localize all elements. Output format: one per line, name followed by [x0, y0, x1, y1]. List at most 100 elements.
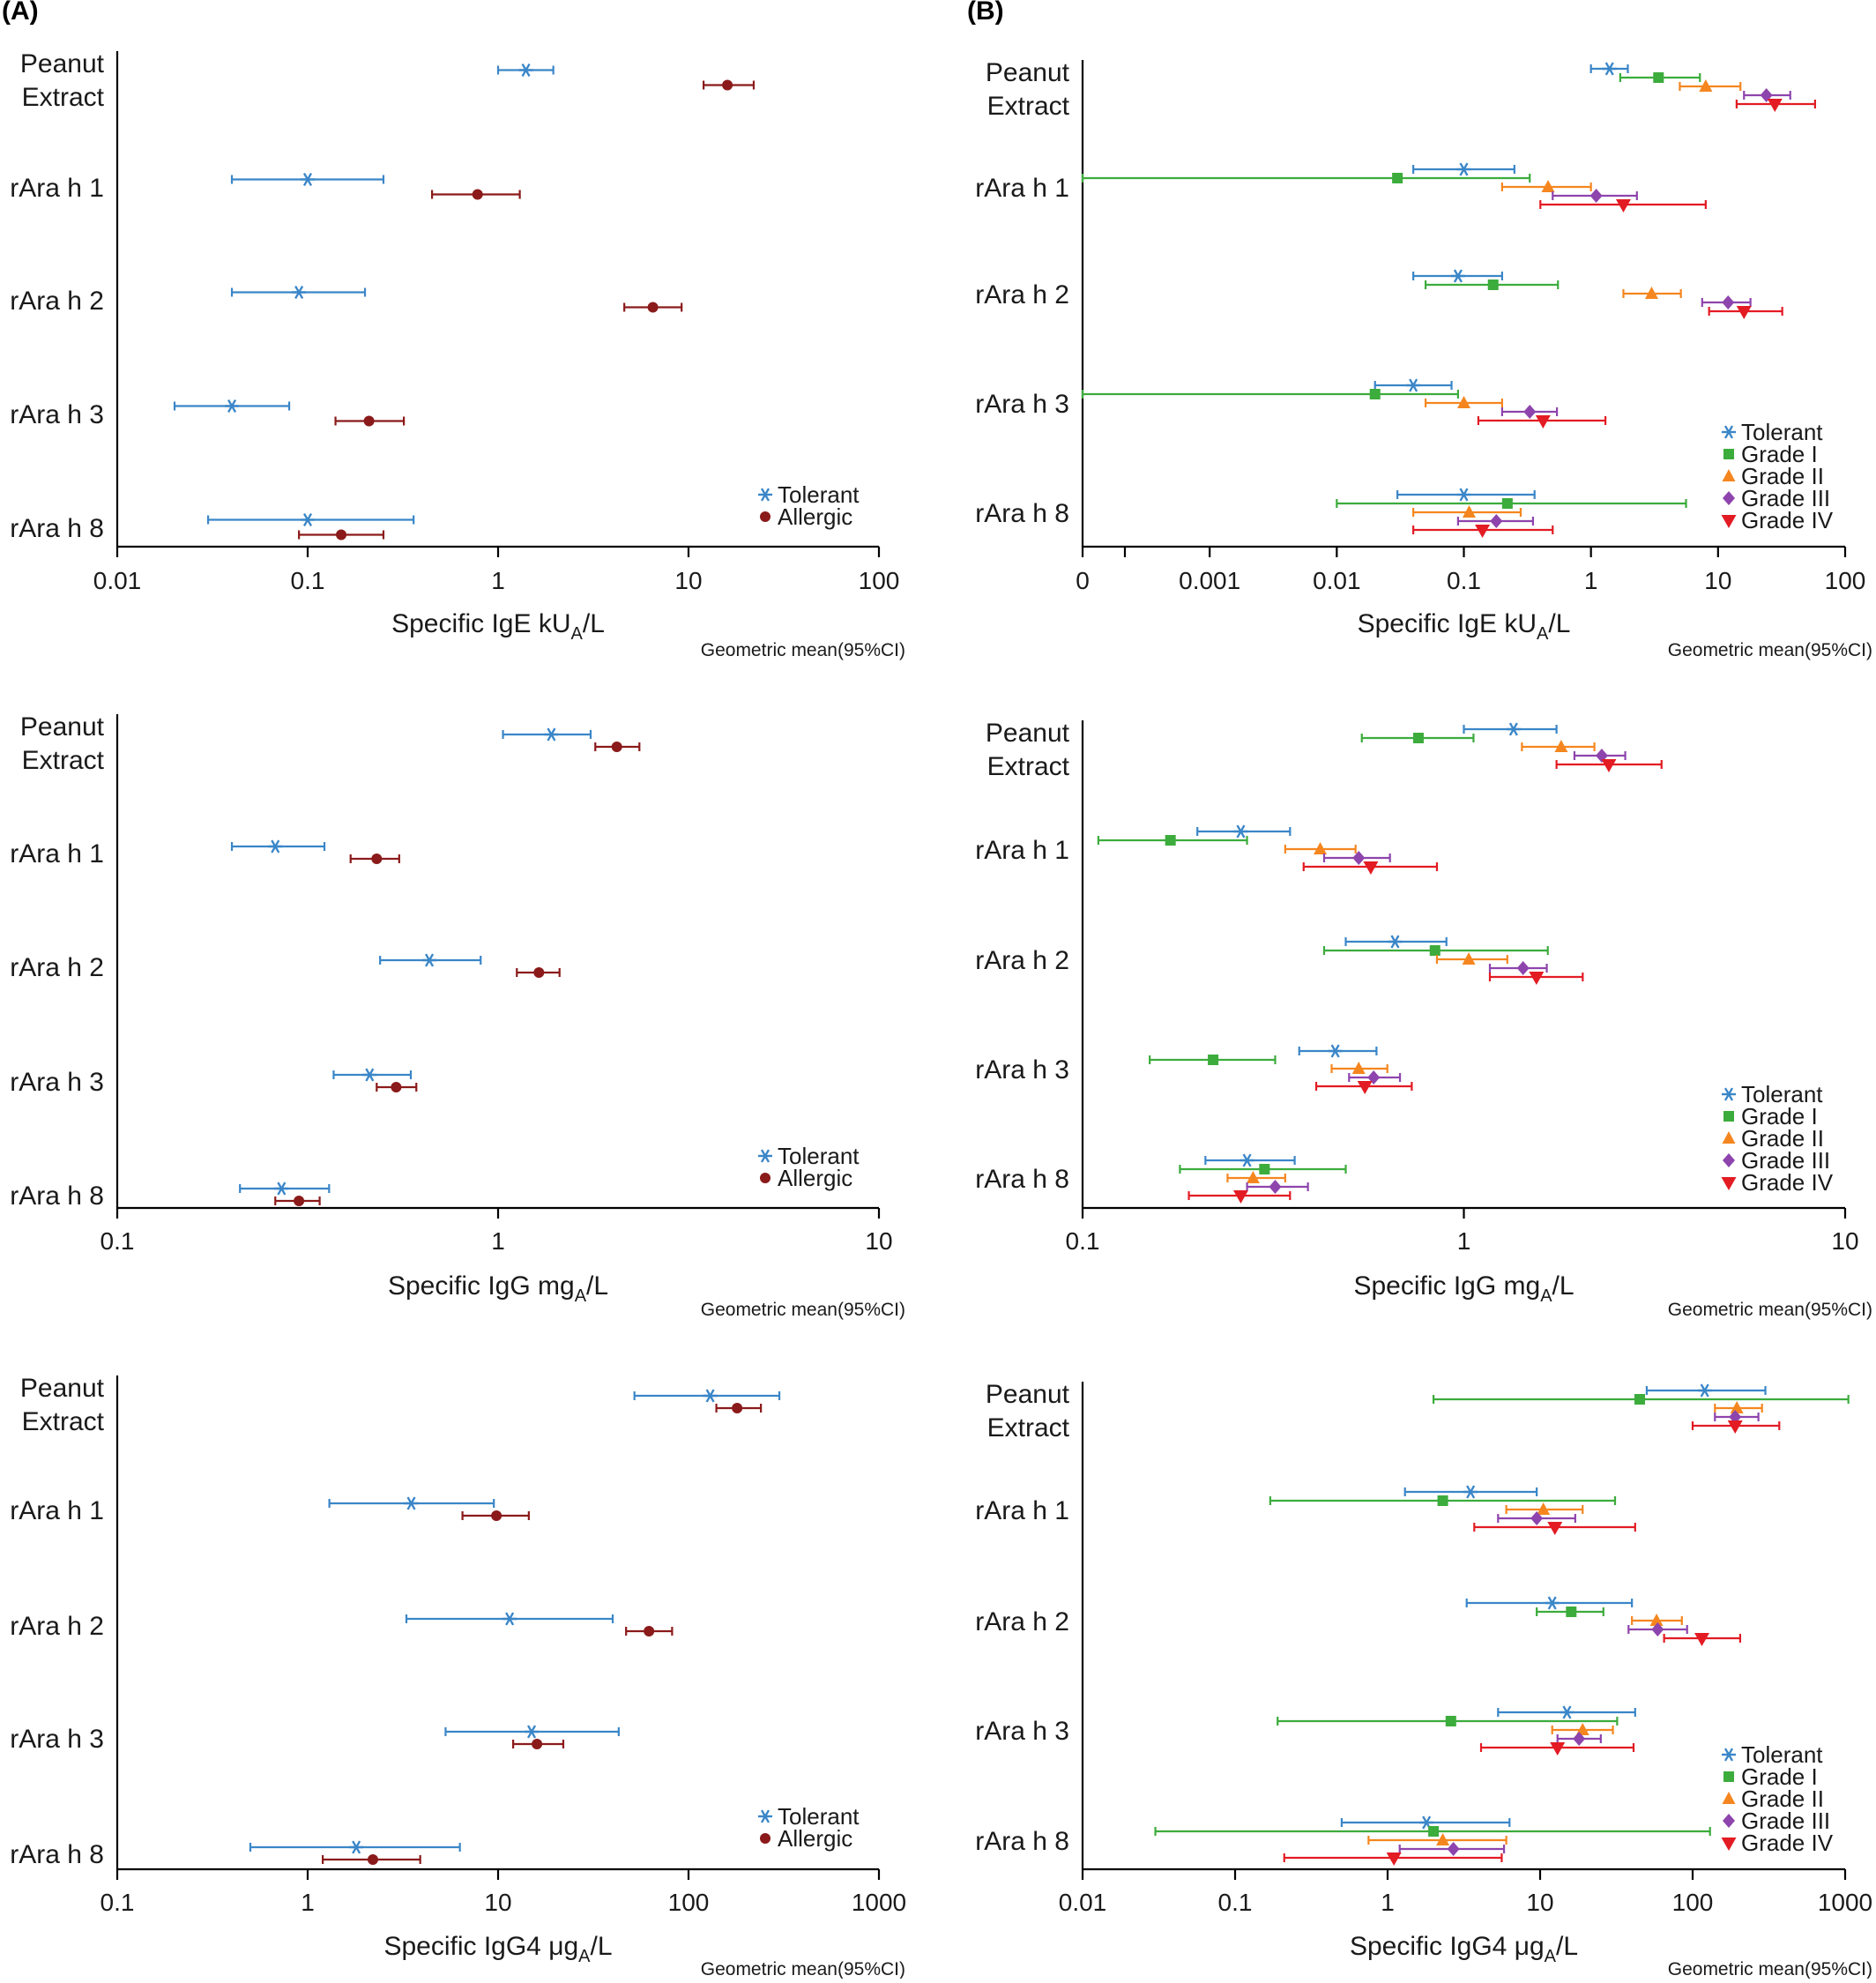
x-tick-label: 0.1	[1447, 567, 1481, 594]
category-label: rAra h 1	[10, 1496, 104, 1525]
data-point	[1436, 1833, 1450, 1845]
x-tick-label: 10	[1526, 1889, 1553, 1916]
data-point	[518, 63, 533, 78]
data-point	[1644, 287, 1658, 299]
data-point	[1388, 935, 1403, 949]
category-label: rAra h 3	[975, 1055, 1069, 1085]
data-point	[1694, 1633, 1710, 1646]
legend-label: Grade III	[1741, 485, 1830, 511]
x-tick-label: 0.1	[100, 1889, 135, 1916]
data-point	[1736, 306, 1752, 319]
data-point	[1351, 1062, 1366, 1074]
x-axis-label: Specific IgG mgA/L	[1353, 1271, 1574, 1306]
x-tick-label: 0.01	[1313, 567, 1361, 594]
axes	[115, 51, 879, 548]
category-label: rAra h 8	[975, 1827, 1069, 1856]
category-label: rAra h 8	[10, 514, 104, 543]
series-grade-iv	[1187, 759, 1663, 1204]
x-tick-label: 0.1	[1066, 1227, 1100, 1255]
series-grade-i	[1097, 733, 1549, 1174]
x-axis-label: Specific IgG mgA/L	[388, 1271, 608, 1306]
x-tick-label: 0.1	[1218, 1889, 1253, 1916]
panel-label-b: (B)	[967, 0, 1004, 26]
data-point	[1653, 72, 1664, 83]
ci-note: Geometric mean(95%CI)	[701, 1959, 905, 1979]
series-grade-i	[1154, 1394, 1850, 1837]
data-point	[1246, 1171, 1260, 1183]
x-tick-label: 1	[1584, 567, 1598, 594]
category-label: Extract	[22, 83, 105, 112]
chart-A-IgE: 0.01 0.1 1 10 100 Specific IgE kUA/L Geometric…	[10, 49, 905, 660]
series-allergic	[322, 1403, 763, 1865]
legend-marker	[1722, 1792, 1736, 1804]
x-tick-label: 100	[859, 567, 900, 594]
data-point	[1601, 759, 1617, 772]
data-point	[703, 1389, 718, 1403]
data-point	[1506, 722, 1521, 736]
category-label: rAra h 1	[10, 174, 104, 203]
legend-label: Grade I	[1741, 1103, 1818, 1129]
category-label: rAra h 2	[10, 953, 104, 982]
axes	[1081, 60, 1845, 557]
data-point	[1328, 1044, 1343, 1058]
series-grade-iv	[1412, 99, 1816, 538]
legend-label: Grade IV	[1741, 1830, 1834, 1856]
category-label: Peanut	[20, 712, 105, 742]
legend-marker	[1723, 1814, 1735, 1828]
data-point	[1516, 961, 1530, 975]
category-label: Peanut	[986, 719, 1070, 748]
data-point	[1699, 79, 1713, 92]
x-tick-label: 10	[484, 1889, 511, 1916]
category-label: rAra h 8	[975, 1165, 1069, 1194]
category-label: rAra h 3	[10, 1068, 104, 1097]
data-point	[1537, 1502, 1551, 1515]
x-tick-label: 0.1	[100, 1227, 135, 1255]
data-point	[1649, 1614, 1664, 1626]
x-axis-label: Specific IgG4 μgA/L	[1350, 1932, 1578, 1966]
data-point	[1386, 1853, 1402, 1866]
series-grade-iv	[1283, 1420, 1781, 1866]
category-label: rAra h 3	[975, 1717, 1069, 1746]
series-grade-ii	[1412, 79, 1742, 518]
error-bar	[1081, 174, 1531, 183]
data-point	[1165, 835, 1176, 846]
data-point	[1767, 99, 1783, 112]
series-allergic	[274, 742, 641, 1206]
data-point	[1369, 389, 1381, 399]
data-point	[1634, 1394, 1646, 1405]
data-point	[1447, 1842, 1460, 1856]
x-axis-label: Specific IgG4 μgA/L	[383, 1932, 612, 1966]
data-point	[349, 1840, 364, 1854]
x-axis-label: Specific IgE kUA/L	[391, 609, 605, 644]
data-point	[1602, 62, 1617, 76]
data-point	[336, 529, 347, 540]
error-bar	[1367, 1836, 1508, 1845]
ci-note: Geometric mean(95%CI)	[701, 1300, 905, 1320]
legend-label: Tolerant	[1741, 1081, 1823, 1107]
legend-marker	[1722, 469, 1736, 481]
data-point	[1314, 842, 1328, 854]
legend-label: Allergic	[778, 503, 852, 530]
series-grade-iii	[1246, 749, 1627, 1194]
data-point	[1573, 1732, 1586, 1746]
data-point	[363, 415, 375, 427]
legend-marker	[1723, 491, 1735, 505]
data-point	[362, 1068, 377, 1082]
data-point	[292, 285, 307, 300]
category-label: Peanut	[20, 49, 105, 78]
legend-label: Tolerant	[778, 1803, 860, 1830]
data-point	[1352, 851, 1366, 865]
x-tick-label: 10	[674, 567, 702, 594]
data-point	[1392, 173, 1403, 183]
legend-label: Tolerant	[778, 481, 860, 508]
data-point	[225, 399, 240, 414]
series-grade-ii	[1367, 1401, 1763, 1845]
series-tolerant	[1340, 1383, 1767, 1830]
data-point	[1727, 1420, 1743, 1434]
legend-label: Grade II	[1741, 1125, 1824, 1152]
data-point	[1554, 740, 1568, 752]
x-tick-label: 1	[491, 1227, 505, 1255]
category-label: rAra h 8	[10, 1182, 104, 1211]
